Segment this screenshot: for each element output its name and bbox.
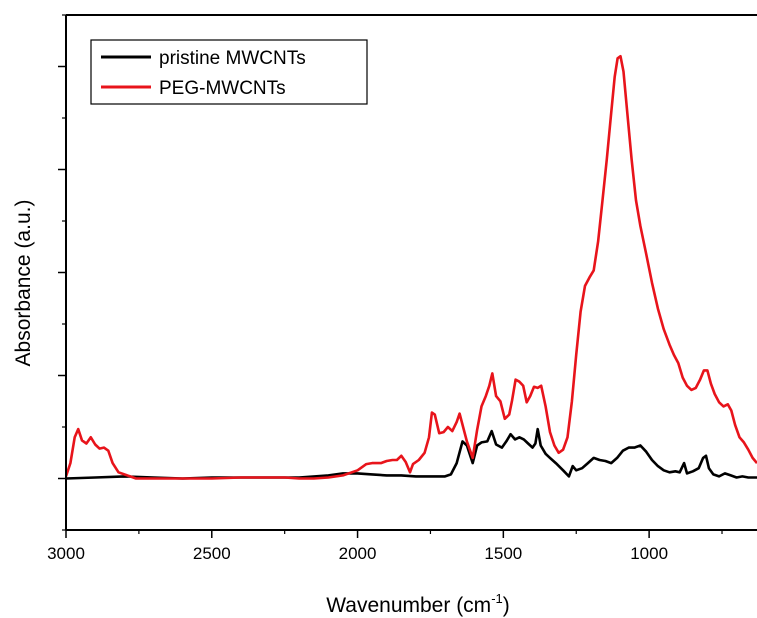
legend-label-peg-mwcnts: PEG-MWCNTs bbox=[159, 78, 286, 99]
legend-label-pristine-mwcnts: pristine MWCNTs bbox=[159, 48, 306, 69]
legend-box bbox=[90, 39, 368, 105]
x-axis-title-main: Wavenumber (cm bbox=[326, 594, 491, 617]
x-tick-label: 2500 bbox=[193, 544, 231, 563]
x-axis-title-close: ) bbox=[503, 594, 510, 617]
legend: pristine MWCNTs PEG-MWCNTs bbox=[90, 39, 368, 105]
x-tick-label: 1500 bbox=[484, 544, 522, 563]
x-tick-label: 1000 bbox=[630, 544, 668, 563]
y-axis-title: Absorbance (a.u.) bbox=[12, 200, 35, 367]
x-axis-title: Wavenumber (cm-1) bbox=[326, 591, 510, 617]
x-axis-title-superscript: -1 bbox=[491, 591, 503, 606]
series-line-pristine-mwcnts bbox=[66, 427, 757, 480]
x-tick-label: 3000 bbox=[47, 544, 85, 563]
ticks-layer: 3000 2500 2000 1500 1000 bbox=[47, 14, 723, 563]
x-tick-label: 2000 bbox=[339, 544, 377, 563]
series-line-peg-mwcnts bbox=[66, 54, 757, 480]
data-layer bbox=[66, 54, 757, 480]
